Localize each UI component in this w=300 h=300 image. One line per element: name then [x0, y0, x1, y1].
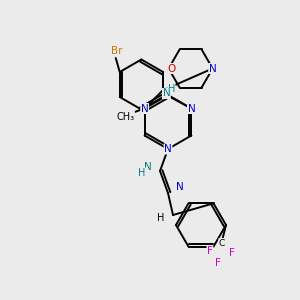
Text: N: N: [163, 88, 170, 98]
Text: F: F: [229, 248, 235, 258]
Text: N: N: [144, 162, 152, 172]
Text: C: C: [219, 238, 225, 247]
Text: N: N: [209, 64, 217, 74]
Text: N: N: [141, 103, 148, 113]
Text: F: F: [207, 246, 213, 256]
Text: CH₃: CH₃: [116, 112, 134, 122]
Text: N: N: [188, 103, 195, 113]
Text: Br: Br: [111, 46, 122, 56]
Text: H: H: [157, 213, 165, 223]
Text: H: H: [168, 85, 175, 94]
Text: O: O: [167, 64, 176, 74]
Text: N: N: [164, 144, 172, 154]
Text: H: H: [138, 168, 146, 178]
Text: F: F: [215, 258, 221, 268]
Text: N: N: [176, 182, 184, 192]
